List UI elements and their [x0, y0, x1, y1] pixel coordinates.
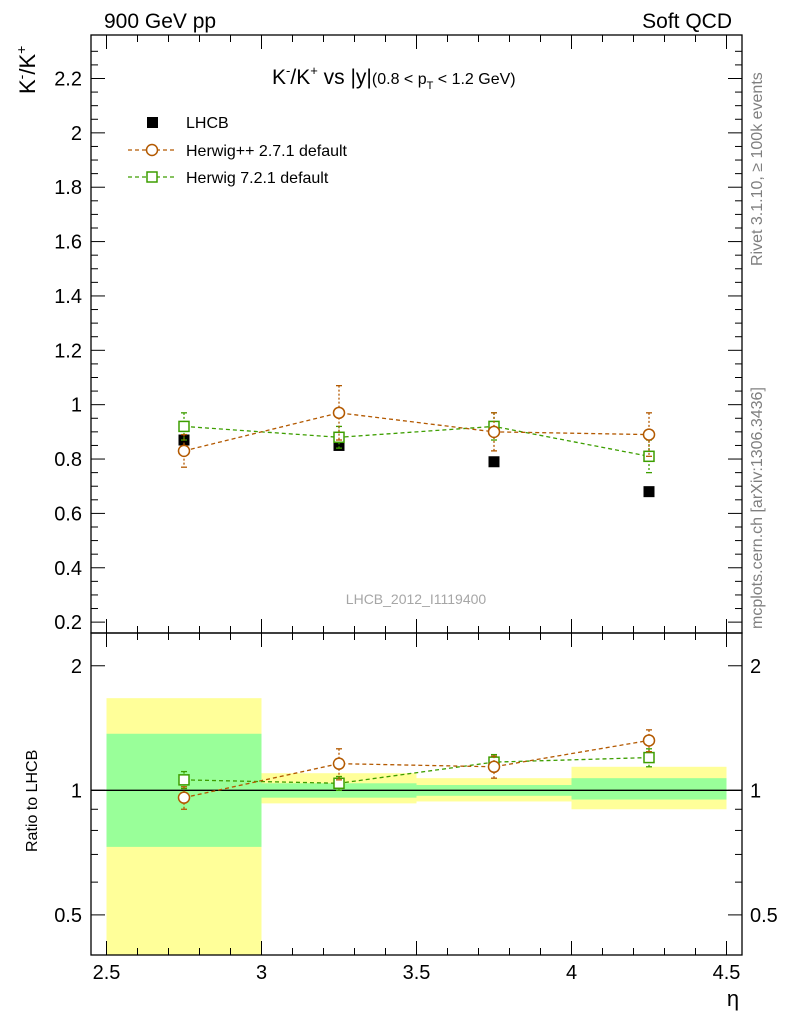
ratio-herwig7-line	[183, 756, 650, 784]
analysis-id: LHCB_2012_I1119400	[346, 591, 487, 607]
ratio-y-tick-label-right: 0.5	[750, 905, 778, 927]
ratio-bands	[106, 698, 727, 955]
herwig7-line	[183, 425, 650, 457]
legend-label-lhcb: LHCB	[186, 115, 229, 132]
ratio-y-tick-label: 0.5	[54, 905, 82, 927]
ratio-y-tick-label-right: 2	[750, 656, 761, 678]
legend-marker-herwig7	[146, 171, 158, 183]
ratio-herwigpp-point	[332, 757, 346, 770]
main-y-tick-label: 1.4	[54, 286, 82, 308]
ratio-herwig7-point	[643, 751, 655, 764]
legend-label-herwig7: Herwig 7.2.1 default	[186, 170, 329, 187]
legend-marker-lhcb	[147, 117, 158, 128]
main-y-label: K-/K+	[13, 46, 40, 94]
ratio-herwigpp-point	[642, 734, 656, 747]
ratio-series	[177, 729, 656, 810]
ratio-y-label: Ratio to LHCB	[24, 750, 41, 852]
ratio-y-tick-label: 1	[71, 780, 82, 802]
ratio-axes: 2.5 3 3.5 4 4.5 0.5 0.5 1 1 2 2	[54, 632, 778, 984]
ratio-y-tick-label: 2	[71, 656, 82, 678]
lhcb-point	[643, 486, 655, 498]
legend-marker-herwigpp	[145, 143, 159, 157]
main-y-tick-label: 2.2	[54, 68, 82, 90]
main-y-tick-label: 0.8	[54, 449, 82, 471]
header-category: Soft QCD	[642, 10, 732, 33]
main-series	[177, 384, 656, 498]
ratio-y-tick-label-right: 1	[750, 780, 761, 802]
main-y-tick-label: 0.2	[54, 612, 82, 634]
ratio-herwig7-point	[178, 774, 190, 786]
herwigpp-line	[183, 412, 650, 452]
x-tick-label: 4	[566, 962, 577, 984]
lhcb-point	[333, 439, 345, 451]
herwigpp-point	[332, 406, 346, 420]
band-inner-3	[571, 778, 727, 800]
main-title: K-/K+ vs |y|(0.8 < pT < 1.2 GeV)	[272, 63, 516, 92]
main-y-tick-label: 1.6	[54, 232, 82, 254]
ratio-herwigpp-point	[487, 760, 501, 774]
herwigpp-point	[642, 428, 656, 441]
rivet-label: Rivet 3.1.10, ≥ 100k events	[749, 72, 766, 266]
main-y-tick-label: 0.4	[54, 558, 82, 580]
ratio-herwigpp-point	[177, 791, 191, 804]
main-y-tick-label: 2	[71, 123, 82, 145]
lhcb-point	[488, 456, 500, 468]
ratio-herwigpp-line	[183, 739, 650, 799]
main-y-tick-label: 1.2	[54, 340, 82, 362]
legend: LHCB Herwig++ 2.7.1 default Herwig 7.2.1…	[128, 115, 348, 187]
main-y-tick-label: 0.6	[54, 503, 82, 525]
legend-label-herwigpp: Herwig++ 2.7.1 default	[186, 143, 348, 160]
x-tick-label: 4.5	[713, 962, 741, 984]
herwigpp-point	[177, 444, 191, 458]
mcplots-label: mcplots.cern.ch [arXiv:1306.3436]	[749, 387, 766, 629]
herwig7-point	[178, 420, 190, 433]
main-y-tick-label: 1.8	[54, 177, 82, 199]
herwigpp-point	[487, 425, 501, 439]
x-tick-label: 2.5	[93, 962, 121, 984]
x-tick-label: 3	[256, 962, 267, 984]
main-y-tick-label: 1	[71, 395, 82, 417]
herwig7-point	[333, 431, 345, 444]
x-axis-label: η	[727, 986, 739, 1011]
x-tick-label: 3.5	[403, 962, 431, 984]
header-collision: 900 GeV pp	[104, 10, 216, 33]
